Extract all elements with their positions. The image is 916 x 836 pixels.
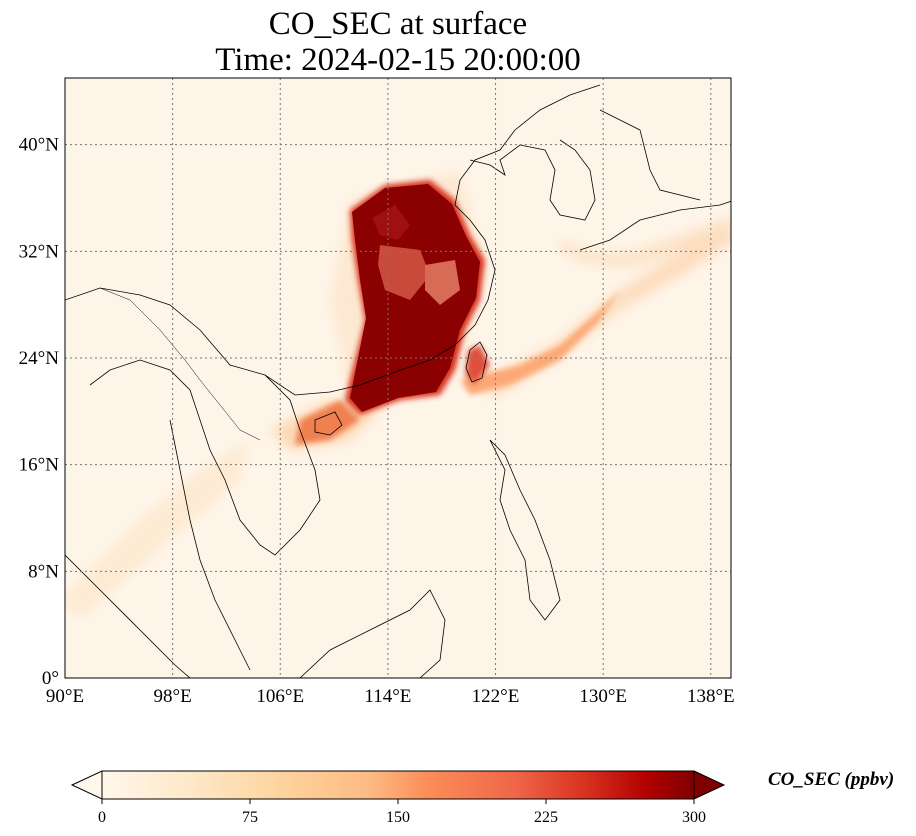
map-subtitle: Time: 2024-02-15 20:00:00	[215, 42, 581, 78]
x-tick-label: 122°E	[472, 686, 520, 707]
y-tick-label: 40°N	[19, 135, 60, 156]
y-tick-label: 0°	[42, 668, 59, 689]
colorbar-tick-label: 75	[242, 809, 258, 826]
colorbar-tick-label: 225	[534, 809, 558, 826]
colorbar-low-extend	[70, 770, 103, 800]
map-title: CO_SEC at surface	[268, 6, 528, 42]
colorbar: 0 75 150 225 300	[70, 770, 726, 826]
x-tick-label: 114°E	[364, 686, 411, 707]
x-tick-label: 130°E	[579, 686, 627, 707]
y-tick-label: 24°N	[19, 348, 60, 369]
colorbar-high-extend	[693, 770, 726, 800]
x-tick-label: 106°E	[256, 686, 304, 707]
colorbar-tick-label: 150	[386, 809, 410, 826]
colorbar-label: CO_SEC (ppbv)	[768, 769, 895, 790]
gridlines	[65, 78, 731, 678]
map-frame	[64, 77, 732, 679]
y-tick-label: 16°N	[19, 455, 60, 476]
x-tick-label: 90°E	[46, 686, 84, 707]
y-tick-label: 8°N	[28, 561, 59, 582]
coastlines	[65, 84, 731, 678]
x-tick-label: 138°E	[687, 686, 735, 707]
colorbar-gradient	[101, 770, 695, 800]
axis-tick-labels: 90°E 98°E 106°E 114°E 122°E 130°E 138°E 0° 8°N 16…	[19, 135, 735, 707]
y-tick-label: 32°N	[19, 241, 60, 262]
colorbar-tick-label: 300	[682, 809, 706, 826]
x-tick-label: 98°E	[154, 686, 192, 707]
colorbar-tick-label: 0	[98, 809, 106, 826]
